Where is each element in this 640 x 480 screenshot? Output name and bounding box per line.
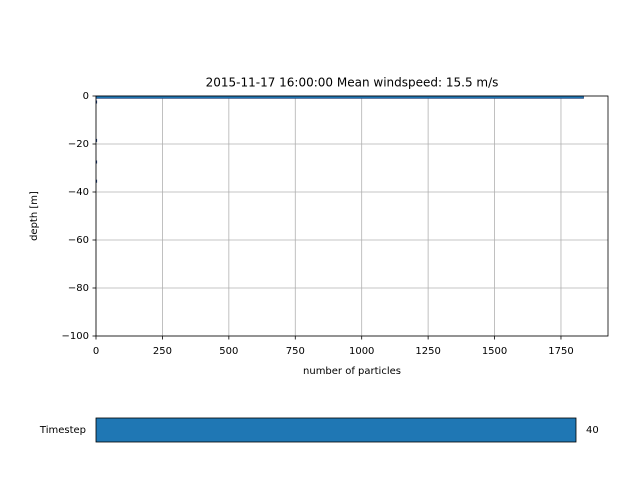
slider-value: 40 <box>586 425 599 436</box>
x-tick-label: 1500 <box>482 346 507 357</box>
x-tick-label: 750 <box>286 346 305 357</box>
chart-title: 2015-11-17 16:00:00 Mean windspeed: 15.5… <box>206 76 499 90</box>
x-axis-label: number of particles <box>303 366 401 377</box>
x-tick-label: 1250 <box>415 346 440 357</box>
x-tick-label: 0 <box>93 346 99 357</box>
y-tick-label: −100 <box>62 331 89 342</box>
y-tick-label: −80 <box>68 283 89 294</box>
y-tick-label: −40 <box>68 187 89 198</box>
x-tick-label: 250 <box>153 346 172 357</box>
x-tick-label: 500 <box>219 346 238 357</box>
y-tick-label: −20 <box>68 139 89 150</box>
slider-label: Timestep <box>39 425 86 436</box>
slider-track[interactable] <box>95 417 577 443</box>
x-tick-label: 1750 <box>548 346 573 357</box>
y-axis-label: depth [m] <box>29 191 40 241</box>
plot: 0 250 500 750 1000 1250 1500 1750 −100 −80 −60 −40 −… <box>62 91 608 357</box>
x-tick-label: 1000 <box>349 346 374 357</box>
y-tick-label: −60 <box>68 235 89 246</box>
y-tick-label: 0 <box>83 91 89 102</box>
axes-frame <box>95 95 609 337</box>
